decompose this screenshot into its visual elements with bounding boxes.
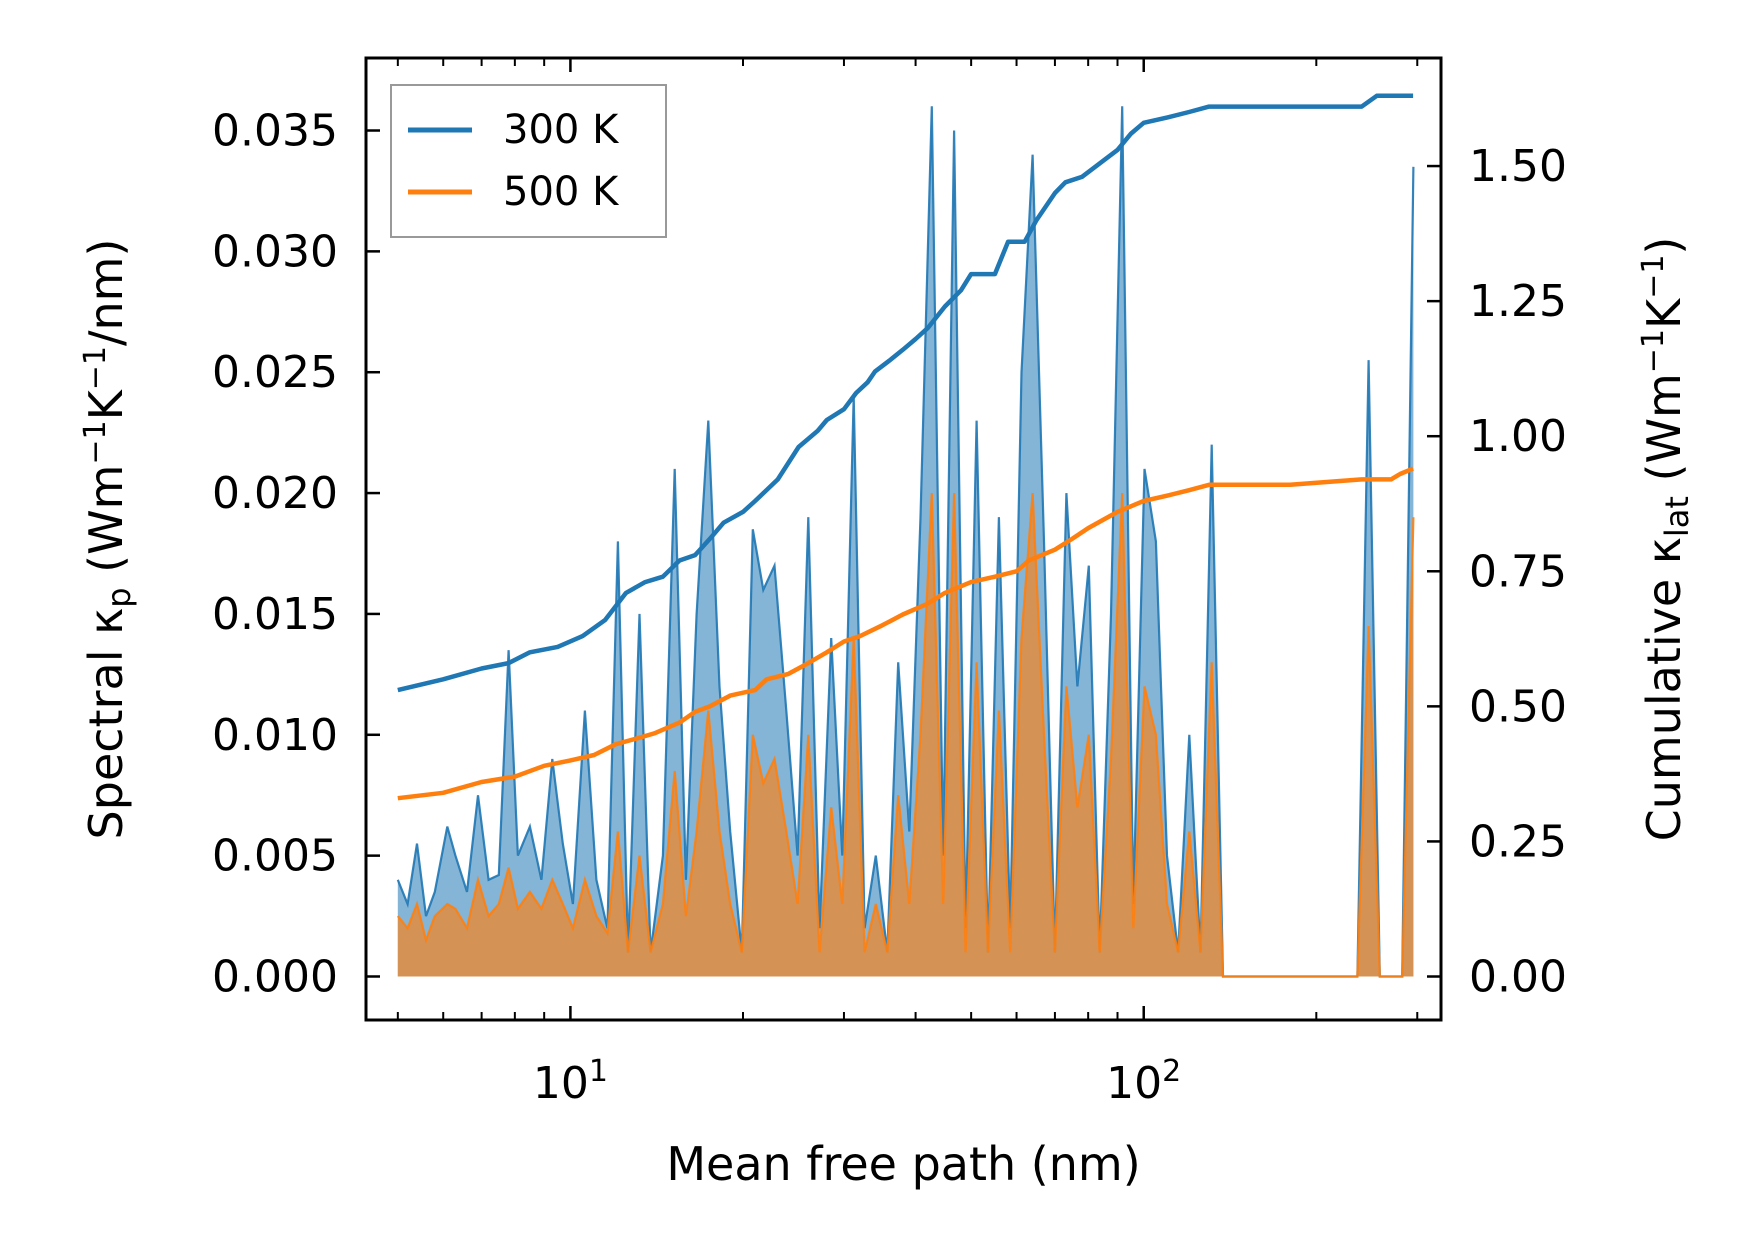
y-left-tick-label: 0.030 <box>212 226 338 277</box>
y-left-tick-label: 0.020 <box>212 468 338 519</box>
spectral-line-500k <box>396 493 1415 978</box>
y-right-tick-label: 0.00 <box>1469 952 1567 1003</box>
spectral-area-500k <box>397 493 1414 977</box>
series-line-layer <box>397 93 1414 801</box>
y-axis-right-label: Cumulative κlat (Wm−1K−1) <box>1636 237 1697 842</box>
legend-label-300k: 300 K <box>503 107 620 153</box>
tick-layer: 101 102 0.000 0.005 0.010 0.015 0.020 0.025 0.03… <box>212 58 1567 1109</box>
x-tick-label: 101 <box>533 1054 608 1110</box>
cumulative-line-300k <box>397 93 1414 693</box>
y-right-tick-label: 0.25 <box>1469 816 1567 867</box>
spectral-area-300k <box>397 106 1414 977</box>
y-left-tick-label: 0.025 <box>212 347 338 398</box>
y-left-tick-label: 0.000 <box>212 951 338 1002</box>
y-right-tick-label: 1.00 <box>1469 411 1567 462</box>
cumulative-line-500k <box>397 466 1414 801</box>
plot-frame <box>364 56 1443 1022</box>
legend-box <box>390 84 667 238</box>
legend-label-500k: 500 K <box>503 169 620 215</box>
y-right-tick-label: 1.25 <box>1469 276 1567 327</box>
x-axis-label: Mean free path (nm) <box>666 1137 1140 1191</box>
y-right-tick-label: 0.50 <box>1469 681 1567 732</box>
y-right-tick-label: 1.50 <box>1469 141 1567 192</box>
x-tick-label: 102 <box>1106 1054 1181 1110</box>
spectral-fill-layer <box>396 106 1415 978</box>
y-left-tick-label: 0.005 <box>212 831 338 882</box>
y-right-tick-label: 0.75 <box>1469 546 1567 597</box>
y-left-tick-label: 0.035 <box>212 106 338 157</box>
y-axis-left-label: Spectral κp (Wm−1K−1/nm) <box>78 239 139 840</box>
y-left-tick-label: 0.015 <box>212 589 338 640</box>
y-left-tick-label: 0.010 <box>212 710 338 761</box>
legend: 300 K 500 K <box>390 84 667 238</box>
